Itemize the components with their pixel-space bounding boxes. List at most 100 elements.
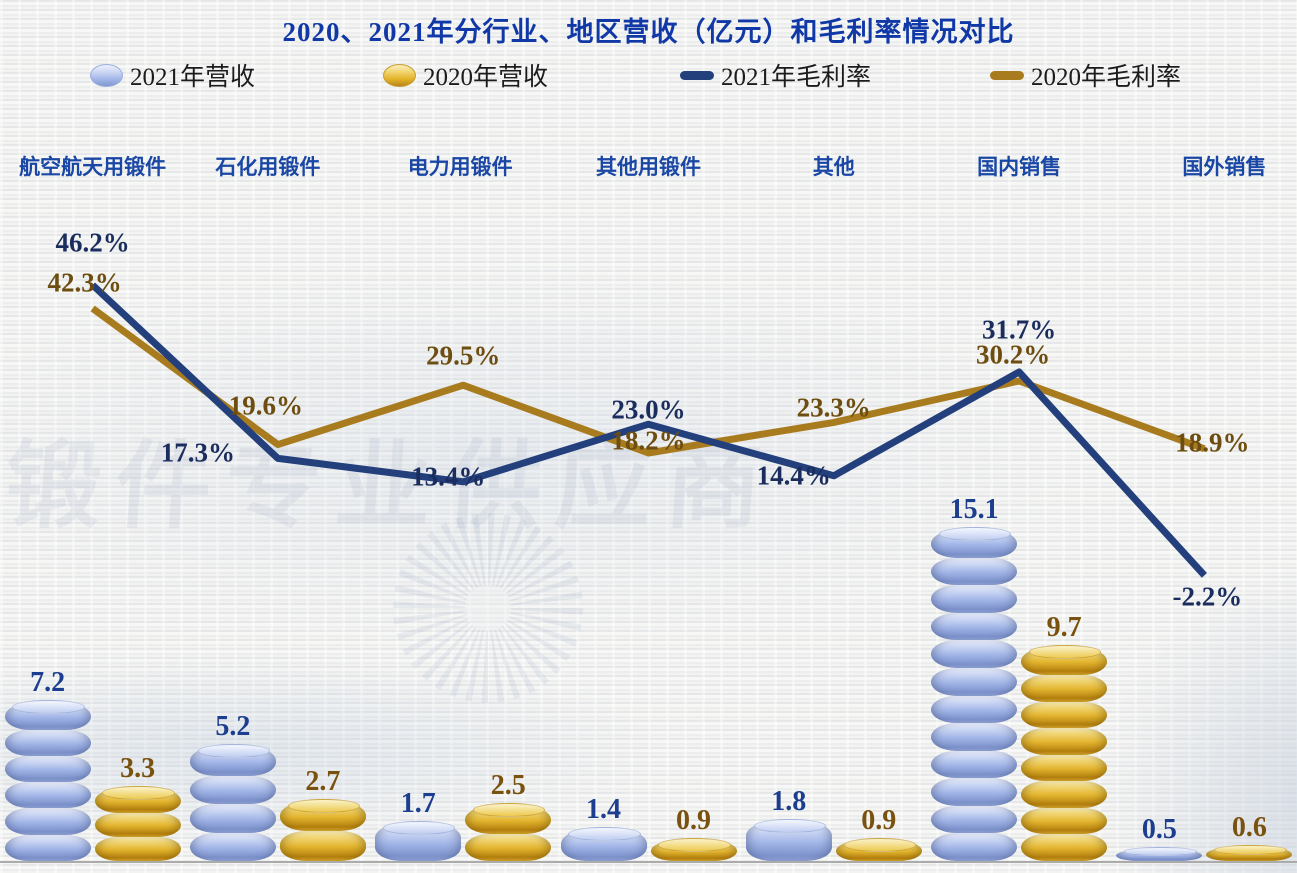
coin-segment xyxy=(4,782,91,809)
revenue-bar-2021 xyxy=(931,527,1018,861)
coin-segment xyxy=(94,812,181,837)
x-axis-baseline xyxy=(0,861,1297,863)
coin-top-lid xyxy=(1124,847,1197,856)
category-label: 电力用锻件 xyxy=(407,156,513,179)
bar-value-label: 0.6 xyxy=(1231,811,1267,843)
revenue-bar-2021 xyxy=(189,744,276,861)
category-label: 石化用锻件 xyxy=(215,156,321,179)
coin-top-lid xyxy=(1028,645,1102,660)
legend-item-2020-margin: 2020年毛利率 xyxy=(990,58,1181,92)
coin-top-lid xyxy=(843,838,917,853)
bar-value-label: 2.5 xyxy=(490,770,526,802)
coin-segment xyxy=(931,778,1018,806)
revenue-bar-2021 xyxy=(4,700,91,861)
legend-label: 2020年营收 xyxy=(423,64,549,91)
bar-value-label: 7.2 xyxy=(30,667,66,699)
coin-segment xyxy=(931,612,1018,641)
chart-title: 2020、2021年分行业、地区营收（亿元）和毛利率情况对比 xyxy=(282,17,1015,47)
bar-value-label: 1.7 xyxy=(400,787,436,819)
coin-top-lid xyxy=(102,785,175,800)
category-label: 其他 xyxy=(812,156,855,179)
coin-segment xyxy=(931,833,1018,861)
revenue-bar-2020 xyxy=(650,838,737,861)
legend-item-2021-revenue: 2021年营收 xyxy=(90,58,255,92)
margin-label-2021: 17.3% xyxy=(160,437,236,468)
margin-label-2021: 46.2% xyxy=(55,227,130,258)
coin-segment xyxy=(1021,807,1108,835)
bar-value-label: 1.4 xyxy=(586,794,621,826)
coin-segment xyxy=(931,723,1018,751)
coin-top-lid xyxy=(1214,844,1287,855)
coin-segment xyxy=(189,775,276,805)
coin-swatch-2020-icon xyxy=(383,63,416,87)
coin-segment xyxy=(1021,701,1108,729)
coin-segment xyxy=(189,832,276,861)
revenue-bar-2021 xyxy=(1116,847,1203,861)
margin-label-2020: 18.2% xyxy=(611,425,686,456)
revenue-bar-2021 xyxy=(560,827,647,861)
margin-label-2021: 13.4% xyxy=(411,461,486,492)
revenue-bar-2020 xyxy=(465,803,552,861)
turbine-watermark-icon xyxy=(393,513,583,703)
margin-line-2021 xyxy=(90,282,1207,578)
coin-top-lid xyxy=(472,803,546,818)
coin-segment xyxy=(931,750,1018,779)
coin-segment xyxy=(279,831,366,861)
coin-segment xyxy=(4,729,91,756)
coin-segment xyxy=(1021,754,1108,782)
coin-top-lid xyxy=(287,798,361,813)
legend-item-2021-margin: 2021年毛利率 xyxy=(680,58,871,92)
coin-segment xyxy=(465,833,552,861)
margin-line-2020 xyxy=(90,305,1206,457)
category-label: 航空航天用锻件 xyxy=(19,156,167,179)
revenue-bar-2020 xyxy=(279,798,366,861)
margin-label-2021: 31.7% xyxy=(981,314,1057,345)
bar-value-label: 1.8 xyxy=(771,785,807,817)
bar-value-label: 2.7 xyxy=(305,765,341,797)
legend-label: 2021年毛利率 xyxy=(721,64,872,91)
coin-segment xyxy=(4,808,91,835)
bar-value-label: 15.1 xyxy=(949,494,999,525)
coin-segment xyxy=(1021,834,1108,861)
coin-top-lid xyxy=(12,700,85,715)
coin-segment xyxy=(931,667,1018,696)
revenue-bar-2020 xyxy=(1206,844,1293,861)
category-label: 国外销售 xyxy=(1182,156,1267,179)
coin-top-lid xyxy=(753,818,827,833)
coin-segment xyxy=(94,836,181,861)
margin-label-2021: 23.0% xyxy=(611,394,686,425)
line-swatch-2021-icon xyxy=(680,70,714,80)
coin-segment xyxy=(931,695,1018,724)
bar-value-label: 0.5 xyxy=(1141,814,1177,846)
margin-label-2020: 30.2% xyxy=(975,339,1051,370)
margin-label-2020: 23.3% xyxy=(796,392,871,423)
coin-top-lid xyxy=(658,838,731,853)
margin-label-2020: 19.6% xyxy=(228,390,304,421)
coin-segment xyxy=(4,755,91,783)
revenue-bar-2021 xyxy=(745,818,832,861)
coin-top-lid xyxy=(197,744,271,758)
coin-segment xyxy=(189,804,276,833)
margin-label-2020: 29.5% xyxy=(426,340,501,371)
coin-segment xyxy=(931,640,1018,668)
margin-label-2020: 18.9% xyxy=(1175,427,1250,458)
coin-segment xyxy=(931,805,1018,834)
bar-value-label: 5.2 xyxy=(215,711,251,742)
margin-label-2020: 42.3% xyxy=(47,267,122,298)
coin-segment xyxy=(1021,728,1108,755)
coin-segment xyxy=(931,557,1018,586)
coin-segment xyxy=(1021,781,1108,808)
coin-top-lid xyxy=(938,527,1012,541)
bar-value-label: 0.9 xyxy=(861,805,897,837)
bar-value-label: 9.7 xyxy=(1046,612,1082,644)
category-label: 其他用锻件 xyxy=(596,156,701,179)
coin-segment xyxy=(1021,674,1108,702)
coin-top-lid xyxy=(382,820,456,835)
margin-label-2021: -2.2% xyxy=(1172,581,1243,612)
legend-label: 2021年营收 xyxy=(130,64,256,91)
legend-item-2020-revenue: 2020年营收 xyxy=(383,58,548,92)
bar-value-label: 3.3 xyxy=(120,752,156,784)
coin-segment xyxy=(4,834,91,861)
